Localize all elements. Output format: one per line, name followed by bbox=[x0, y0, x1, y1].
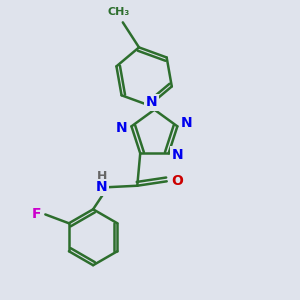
Text: O: O bbox=[171, 174, 183, 188]
Text: N: N bbox=[146, 95, 157, 109]
Text: N: N bbox=[180, 116, 192, 130]
Text: N: N bbox=[115, 121, 127, 135]
Text: N: N bbox=[172, 148, 183, 162]
Text: CH₃: CH₃ bbox=[107, 7, 130, 17]
Text: F: F bbox=[32, 207, 41, 221]
Text: N: N bbox=[96, 180, 108, 194]
Text: H: H bbox=[97, 170, 107, 183]
